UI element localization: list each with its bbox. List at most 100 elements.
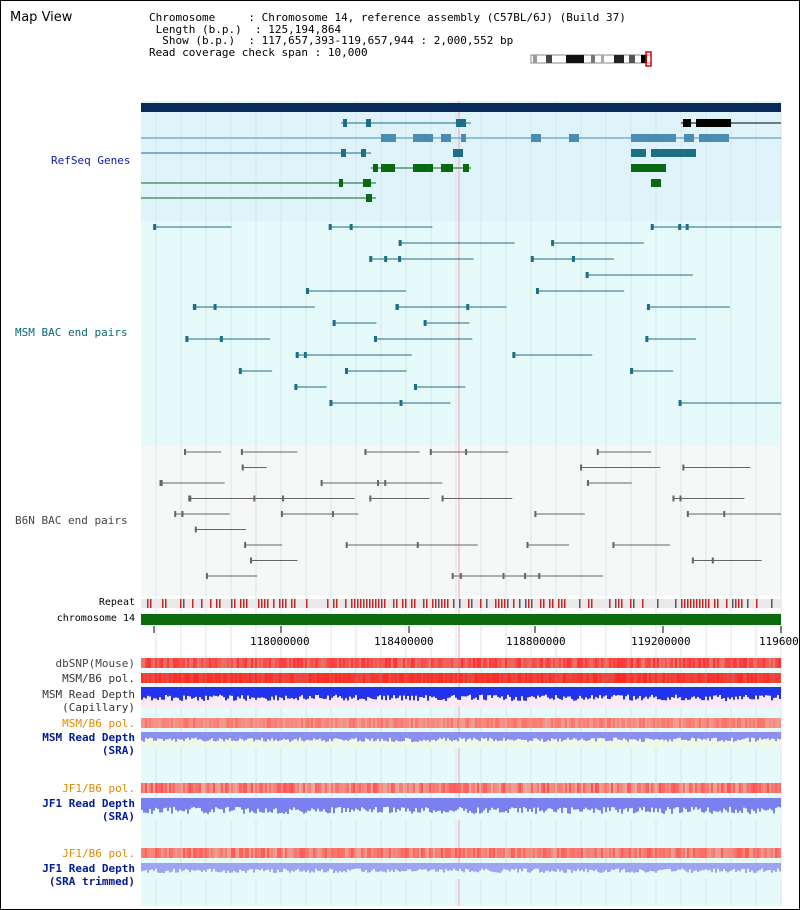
heat-stripe — [459, 658, 461, 668]
depth-bar — [671, 732, 673, 742]
depth-bar — [661, 863, 663, 871]
depth-bar — [251, 798, 253, 811]
msm-bac-end — [374, 336, 378, 342]
depth-bar — [349, 798, 351, 813]
depth-bar — [163, 732, 165, 741]
heat-stripe — [321, 718, 323, 728]
heat-stripe — [493, 848, 495, 858]
heat-stripe — [335, 658, 337, 668]
heat-stripe — [163, 783, 165, 793]
heat-stripe — [357, 673, 359, 683]
heat-stripe — [181, 848, 183, 858]
depth-bar — [537, 798, 539, 808]
depth-bar — [255, 732, 257, 740]
heat-stripe — [409, 673, 411, 683]
heat-stripe — [309, 658, 311, 668]
heat-stripe — [573, 718, 575, 728]
depth-bar — [593, 798, 595, 813]
depth-bar — [467, 863, 469, 870]
heat-stripe — [743, 783, 745, 793]
heat-stripe — [313, 848, 315, 858]
depth-bar — [573, 732, 575, 738]
track-label-b6n-bac[interactable]: B6N BAC end pairs — [15, 514, 128, 527]
heat-stripe — [201, 718, 203, 728]
depth-bar — [333, 863, 335, 873]
track-label-msm-bac[interactable]: MSM BAC end pairs — [15, 326, 128, 339]
depth-bar — [591, 863, 593, 870]
heat-stripe — [737, 848, 739, 858]
heat-stripe — [221, 718, 223, 728]
heat-stripe — [583, 673, 585, 683]
heat-stripe — [321, 673, 323, 683]
depth-bar — [209, 798, 211, 812]
heat-stripe — [371, 783, 373, 793]
heat-stripe — [227, 658, 229, 668]
heat-stripe — [741, 658, 743, 668]
heat-stripe — [331, 848, 333, 858]
depth-bar — [331, 863, 333, 870]
heat-stripe — [569, 673, 571, 683]
depth-bar — [423, 687, 425, 698]
depth-bar — [301, 798, 303, 812]
depth-bar — [547, 863, 549, 871]
heat-stripe — [497, 673, 499, 683]
depth-bar — [649, 863, 651, 871]
depth-bar — [185, 798, 187, 810]
heat-stripe — [743, 848, 745, 858]
depth-bar — [229, 798, 231, 812]
heat-stripe — [267, 848, 269, 858]
heat-stripe — [551, 718, 553, 728]
depth-bar — [489, 687, 491, 696]
heat-stripe — [171, 718, 173, 728]
depth-bar — [199, 863, 201, 871]
depth-bar — [373, 798, 375, 810]
depth-bar — [315, 687, 317, 696]
heat-stripe — [287, 783, 289, 793]
depth-bar — [519, 798, 521, 809]
heat-stripe — [771, 673, 773, 683]
heat-stripe — [671, 848, 673, 858]
depth-bar — [273, 687, 275, 700]
depth-bar — [717, 732, 719, 742]
heat-stripe — [643, 783, 645, 793]
depth-bar — [169, 687, 171, 696]
heat-stripe — [229, 848, 231, 858]
depth-bar — [199, 687, 201, 698]
depth-bar — [557, 863, 559, 870]
depth-bar — [771, 798, 773, 811]
heat-stripe — [759, 783, 761, 793]
depth-bar — [163, 863, 165, 873]
heat-stripe — [737, 658, 739, 668]
depth-bar — [157, 863, 159, 873]
heat-stripe — [727, 848, 729, 858]
msm-bac-end — [344, 368, 348, 374]
heat-stripe — [373, 783, 375, 793]
depth-bar — [605, 863, 607, 871]
heat-stripe — [219, 718, 221, 728]
heat-stripe — [415, 718, 417, 728]
depth-bar — [303, 732, 305, 742]
page-title: Map View — [10, 10, 73, 25]
heat-stripe — [475, 783, 477, 793]
depth-bar — [221, 798, 223, 810]
heat-stripe — [599, 718, 601, 728]
depth-bar — [553, 687, 555, 700]
depth-bar — [541, 863, 543, 872]
depth-bar — [297, 863, 299, 869]
depth-bar — [599, 732, 601, 738]
heat-stripe — [631, 673, 633, 683]
heat-stripe — [539, 848, 541, 858]
depth-bar — [699, 732, 701, 739]
depth-bar — [777, 732, 779, 739]
depth-bar — [307, 732, 309, 740]
heat-stripe — [759, 848, 761, 858]
depth-bar — [143, 687, 145, 698]
depth-bar — [705, 732, 707, 740]
depth-bar — [433, 798, 435, 811]
heat-stripe — [449, 718, 451, 728]
depth-bar — [699, 798, 701, 809]
depth-bar — [283, 732, 285, 739]
track-label-refseq[interactable]: RefSeq Genes — [51, 154, 131, 167]
heat-stripe — [489, 658, 491, 668]
